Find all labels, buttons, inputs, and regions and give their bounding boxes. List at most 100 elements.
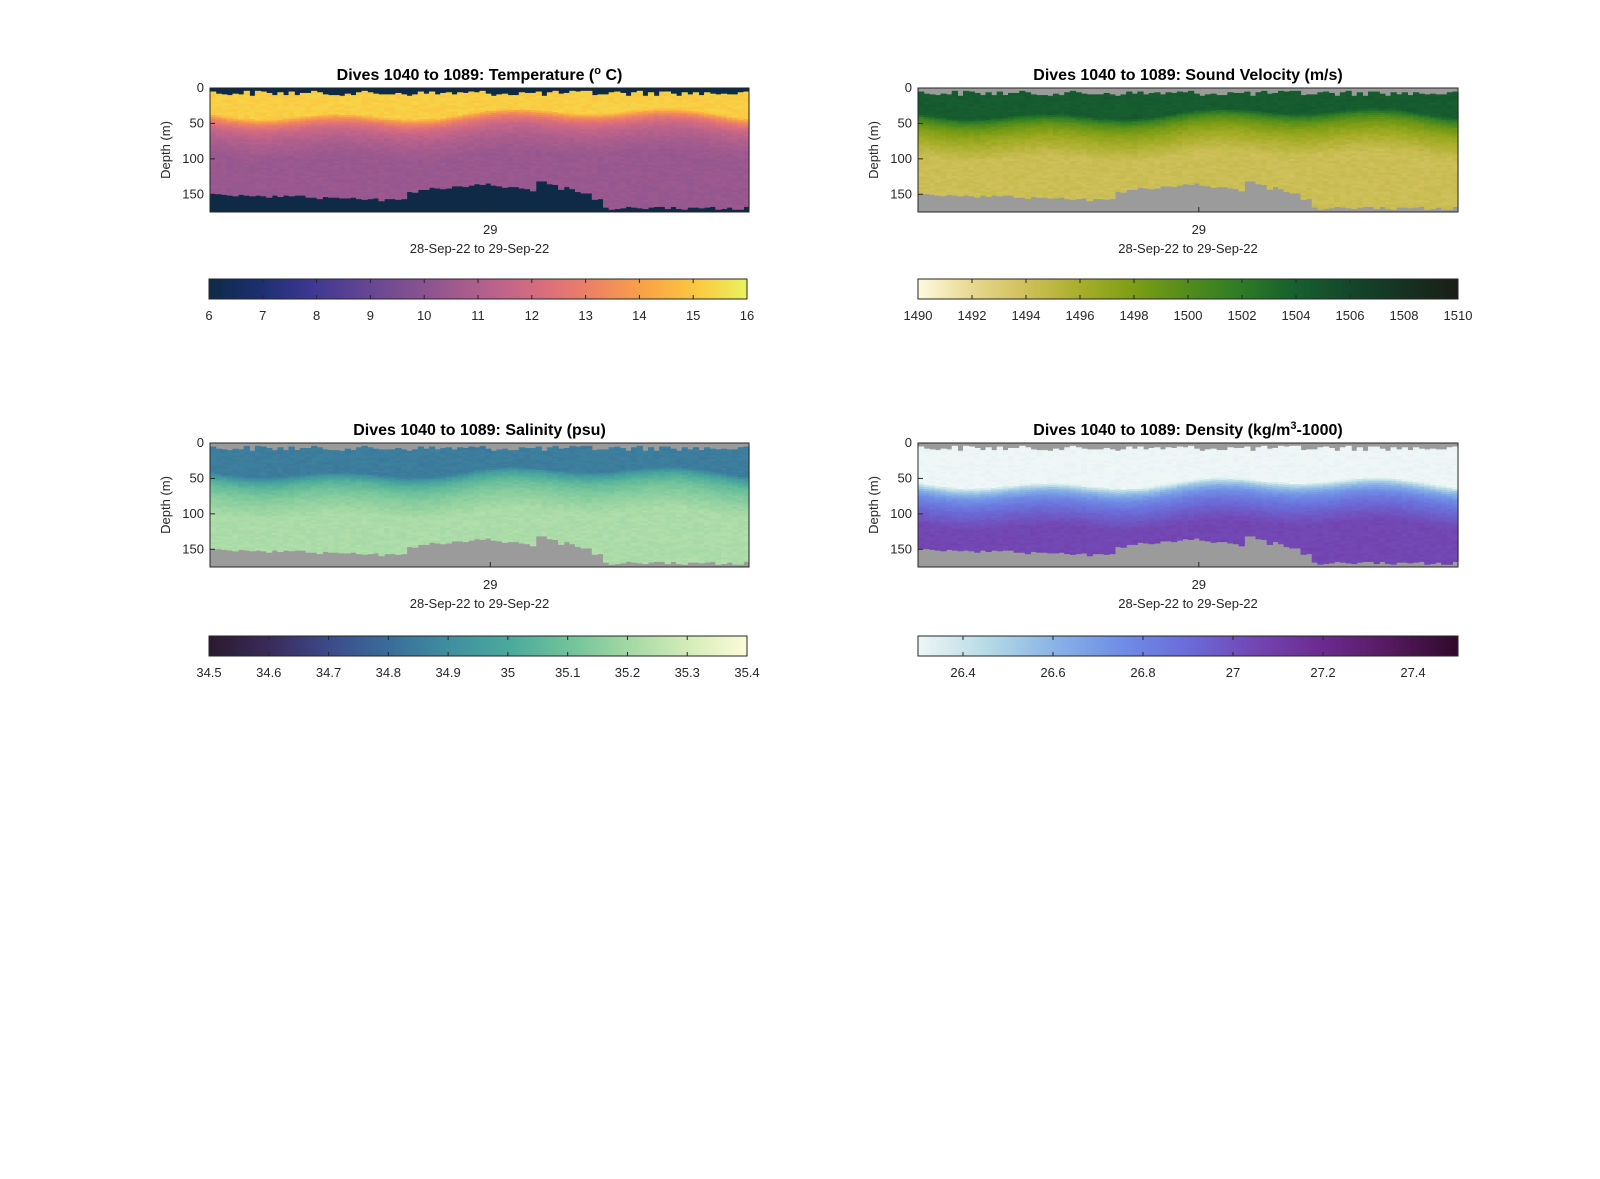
temperature-cell bbox=[569, 186, 575, 189]
temperature-cell bbox=[597, 196, 603, 199]
temperature-ytick-label: 50 bbox=[190, 115, 204, 130]
temperature-cell bbox=[631, 205, 637, 208]
temperature-cell bbox=[322, 194, 328, 197]
temperature-cell bbox=[670, 204, 676, 207]
temperature-cell bbox=[435, 186, 441, 189]
temperature-cell bbox=[418, 187, 424, 190]
temperature-cell bbox=[485, 181, 491, 184]
temperature-cell bbox=[620, 206, 626, 209]
temperature-cell bbox=[412, 190, 418, 193]
temperature-colorbar-tick-label: 8 bbox=[313, 308, 320, 323]
temperature-cell bbox=[564, 184, 570, 187]
temperature-cell bbox=[283, 193, 289, 196]
temperature-cell bbox=[384, 196, 390, 199]
temperature-ytick-label: 0 bbox=[197, 80, 204, 95]
temperature-cell bbox=[468, 183, 474, 186]
temperature-cell bbox=[614, 206, 620, 209]
temperature-cell bbox=[519, 186, 525, 189]
temperature-cell bbox=[586, 191, 592, 194]
temperature-cell bbox=[221, 192, 227, 195]
temperature-cell bbox=[362, 197, 368, 200]
temperature-cell bbox=[373, 196, 379, 199]
temperature-cell bbox=[592, 197, 598, 200]
temperature-cell bbox=[261, 194, 267, 197]
temperature-xlabel: 28-Sep-22 to 29-Sep-22 bbox=[410, 241, 549, 256]
temperature-colorbar-tick-label: 9 bbox=[367, 308, 374, 323]
temperature-cell bbox=[654, 204, 660, 207]
temperature-cell bbox=[727, 205, 733, 208]
temperature-cell bbox=[216, 191, 222, 194]
temperature-colorbar-tick-label: 15 bbox=[686, 308, 700, 323]
temperature-cell bbox=[698, 206, 704, 209]
temperature-cell bbox=[300, 193, 306, 196]
temperature-cell bbox=[715, 207, 721, 210]
temperature-cell bbox=[429, 185, 435, 188]
temperature-cell bbox=[227, 193, 233, 196]
temperature-cell bbox=[238, 192, 244, 195]
temperature-cell bbox=[457, 184, 463, 187]
temperature-cell bbox=[378, 199, 384, 202]
temperature-cell bbox=[502, 185, 508, 188]
temperature-cell bbox=[732, 207, 738, 210]
temperature-title-part: Dives 1040 to 1089: Temperature ( bbox=[337, 67, 595, 84]
temperature-cell bbox=[637, 206, 643, 209]
temperature-cell bbox=[682, 207, 688, 210]
temperature-cell bbox=[311, 195, 317, 198]
temperature-cell bbox=[581, 191, 587, 194]
temperature-cell bbox=[552, 182, 558, 185]
temperature-xtick-label: 29 bbox=[483, 222, 497, 237]
temperature-cell bbox=[317, 196, 323, 199]
temperature-cell bbox=[356, 196, 362, 199]
temperature-cell bbox=[451, 184, 457, 187]
temperature-ytick-label: 100 bbox=[182, 151, 204, 166]
temperature-title: Dives 1040 to 1089: Temperature (o C) bbox=[337, 65, 623, 84]
temperature-cell bbox=[423, 187, 429, 190]
sound-velocity-cell bbox=[941, 194, 947, 197]
temperature-cell bbox=[603, 205, 609, 208]
temperature-cell bbox=[575, 189, 581, 192]
sound-velocity-cell bbox=[918, 191, 924, 194]
temperature-title-part: C) bbox=[601, 67, 622, 84]
temperature-cell bbox=[625, 204, 631, 207]
temperature-cell bbox=[508, 184, 514, 187]
temperature-cell bbox=[407, 189, 413, 192]
temperature-ylabel: Depth (m) bbox=[158, 121, 173, 179]
sound-velocity-cell bbox=[946, 192, 952, 195]
temperature-cell bbox=[463, 184, 469, 187]
temperature-cell bbox=[350, 195, 356, 198]
temperature-cell bbox=[266, 195, 272, 198]
temperature-colorbar-tick-label: 11 bbox=[471, 308, 485, 323]
temperature-cell bbox=[305, 195, 311, 198]
temperature-cell bbox=[390, 196, 396, 199]
temperature-cell bbox=[210, 191, 216, 194]
temperature-cell bbox=[496, 184, 502, 187]
temperature-cell bbox=[710, 204, 716, 207]
temperature-cell bbox=[524, 186, 530, 189]
temperature-cell bbox=[289, 194, 295, 197]
temperature-cell bbox=[440, 186, 446, 189]
temperature-cell bbox=[277, 194, 283, 197]
temperature-colorbar-tick-label: 7 bbox=[259, 308, 266, 323]
temperature-cell bbox=[232, 194, 238, 197]
temperature-cell bbox=[334, 195, 340, 198]
temperature-colorbar-tick-label: 10 bbox=[417, 308, 431, 323]
temperature-cell bbox=[339, 196, 345, 199]
temperature-cell bbox=[721, 206, 727, 209]
temperature-colorbar-tick-label: 16 bbox=[740, 308, 754, 323]
temperature-cell bbox=[244, 193, 250, 196]
temperature-cell bbox=[665, 206, 671, 209]
temperature-colorbar-tick-label: 13 bbox=[578, 308, 592, 323]
temperature-cell bbox=[255, 193, 261, 196]
temperature-cell bbox=[367, 196, 373, 199]
temperature-cell bbox=[272, 193, 278, 196]
sound-velocity-cell bbox=[929, 192, 935, 195]
temperature-cell bbox=[648, 205, 654, 208]
temperature-cell bbox=[446, 186, 452, 189]
temperature-cell bbox=[513, 184, 519, 187]
temperature-cell bbox=[693, 205, 699, 208]
temperature-cell bbox=[530, 189, 536, 192]
temperature-cell bbox=[395, 197, 401, 200]
temperature-cell bbox=[480, 182, 486, 185]
temperature-cell bbox=[294, 193, 300, 196]
